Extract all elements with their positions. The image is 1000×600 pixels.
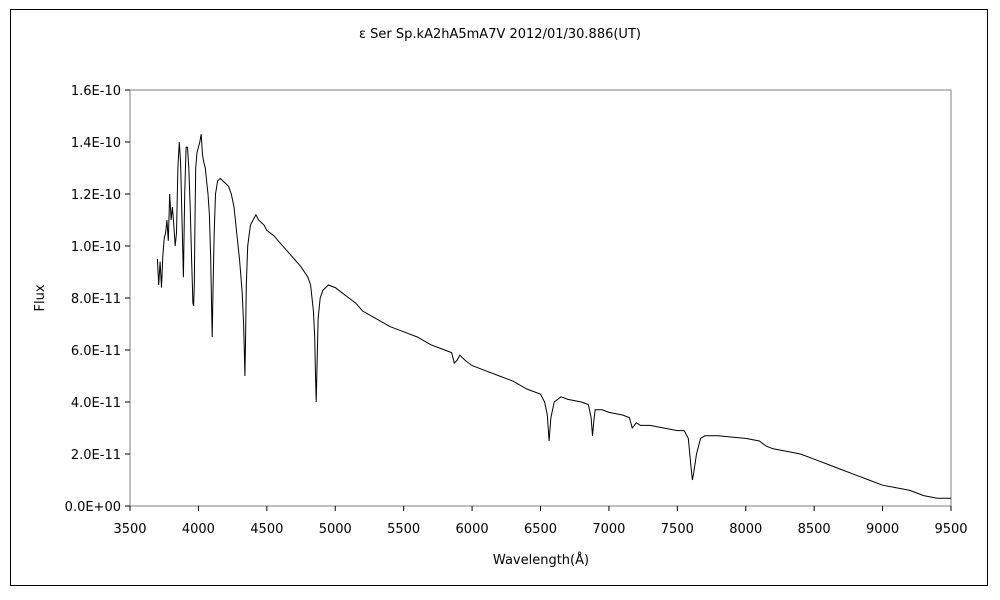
x-tick-label: 3500 xyxy=(113,522,146,537)
y-tick-label: 0.0E+00 xyxy=(65,500,121,515)
x-axis-label: Wavelength(Å) xyxy=(493,552,589,568)
y-axis: 0.0E+00 2.0E-11 4.0E-11 6.0E-11 8.0E-11 1.0E-… xyxy=(65,84,130,515)
x-axis: 3500 4000 4500 5000 5500 6000 6500 7000 7500 8000… xyxy=(113,506,968,537)
x-tick-label: 9500 xyxy=(934,522,967,537)
y-tick-label: 8.0E-11 xyxy=(71,292,121,307)
x-tick-label: 5000 xyxy=(319,522,352,537)
spectrum-series-line xyxy=(156,134,951,499)
y-axis-label: Flux xyxy=(33,284,48,311)
y-tick-label: 1.2E-10 xyxy=(71,188,121,203)
y-tick-label: 2.0E-11 xyxy=(71,448,121,463)
x-tick-label: 6000 xyxy=(456,522,489,537)
y-tick-label: 1.4E-10 xyxy=(71,136,121,151)
x-tick-label: 9000 xyxy=(866,522,899,537)
x-tick-label: 4000 xyxy=(182,522,215,537)
x-tick-label: 7500 xyxy=(661,522,694,537)
x-tick-label: 6500 xyxy=(524,522,557,537)
x-tick-label: 7000 xyxy=(592,522,625,537)
plot-area xyxy=(129,89,952,507)
x-tick-label: 4500 xyxy=(250,522,283,537)
x-tick-label: 5500 xyxy=(387,522,420,537)
chart-title: ε Ser Sp.kA2hA5mA7V 2012/01/30.886(UT) xyxy=(359,27,641,42)
y-tick-label: 6.0E-11 xyxy=(71,344,121,359)
y-tick-label: 1.0E-10 xyxy=(71,240,121,255)
y-tick-label: 1.6E-10 xyxy=(71,84,121,99)
y-tick-label: 4.0E-11 xyxy=(71,396,121,411)
x-tick-label: 8500 xyxy=(798,522,831,537)
x-tick-label: 8000 xyxy=(729,522,762,537)
